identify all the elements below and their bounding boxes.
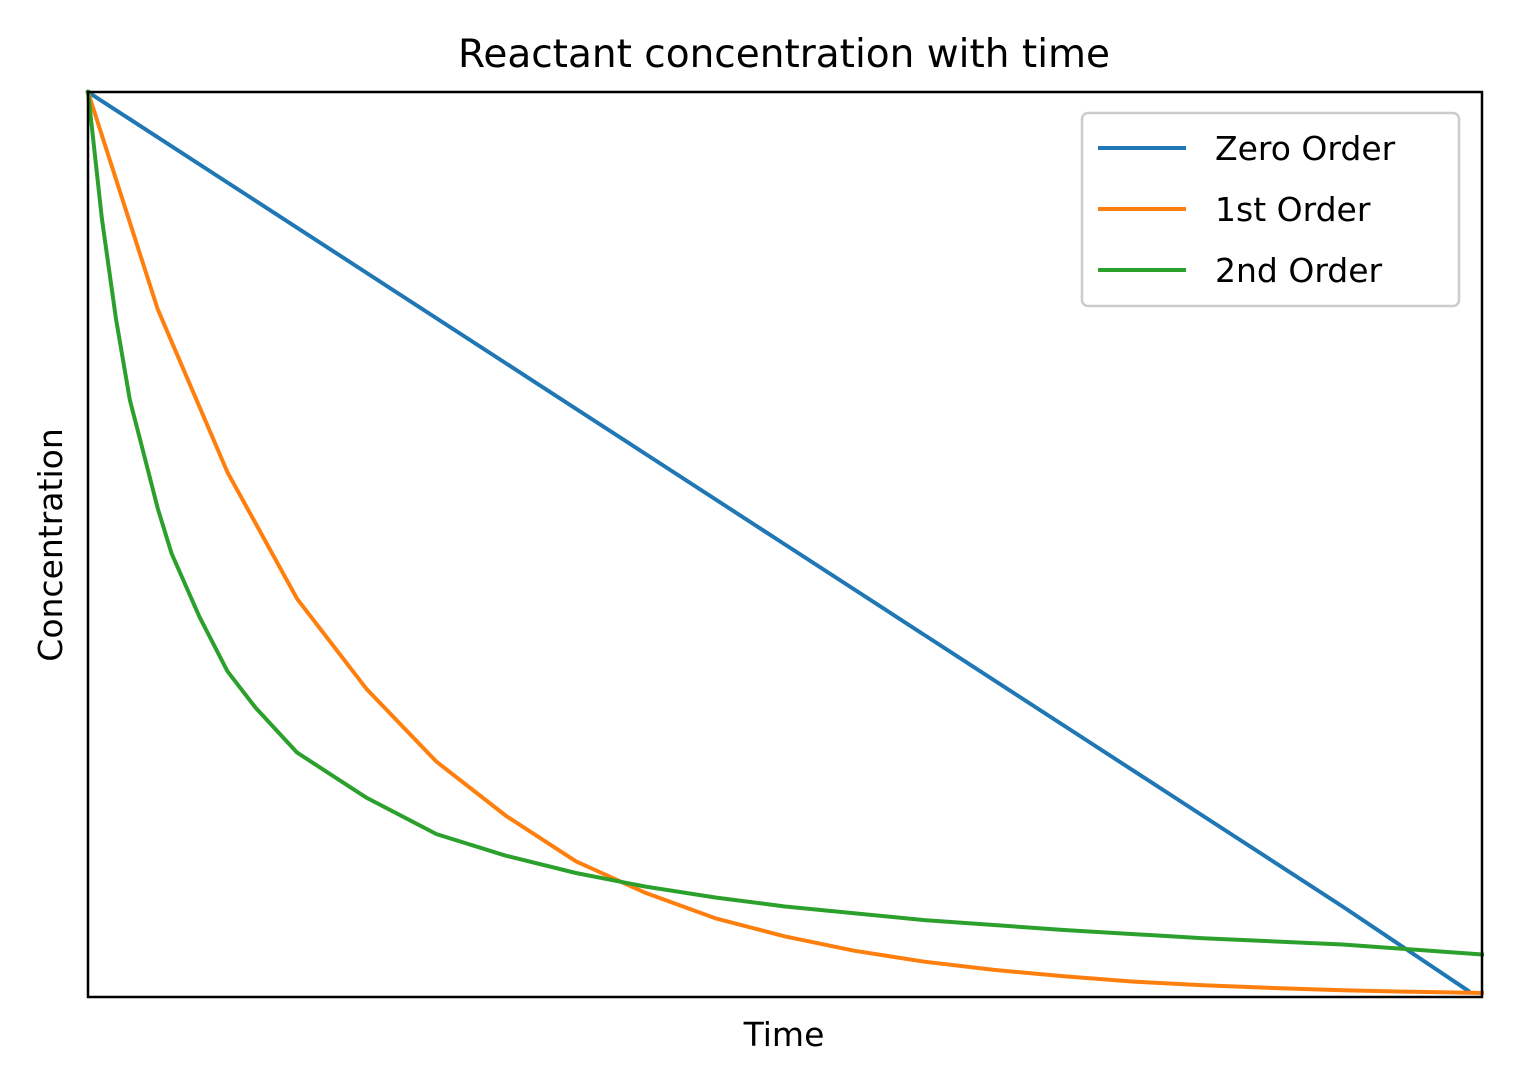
chart-title: Reactant concentration with time [458, 32, 1110, 77]
series-line-2 [85, 89, 1485, 957]
legend-box [1080, 111, 1461, 308]
legend-entry-0: Zero Order [1098, 129, 1396, 168]
series-line-0 [85, 89, 1471, 994]
series-layer [85, 89, 1485, 996]
y-axis-label: Concentration [31, 428, 70, 661]
legend: Zero Order 1st Order 2nd Order [1080, 111, 1461, 308]
legend-label-2: 2nd Order [1215, 251, 1383, 290]
legend-entries: Zero Order 1st Order 2nd Order [1098, 129, 1396, 290]
x-axis-label: Time [743, 1015, 825, 1054]
legend-label-1: 1st Order [1215, 190, 1371, 229]
series-line-1 [85, 89, 1485, 996]
plot-frame [86, 90, 1484, 999]
legend-entry-1: 1st Order [1098, 190, 1371, 229]
legend-entry-2: 2nd Order [1098, 251, 1383, 290]
legend-label-0: Zero Order [1215, 129, 1396, 168]
